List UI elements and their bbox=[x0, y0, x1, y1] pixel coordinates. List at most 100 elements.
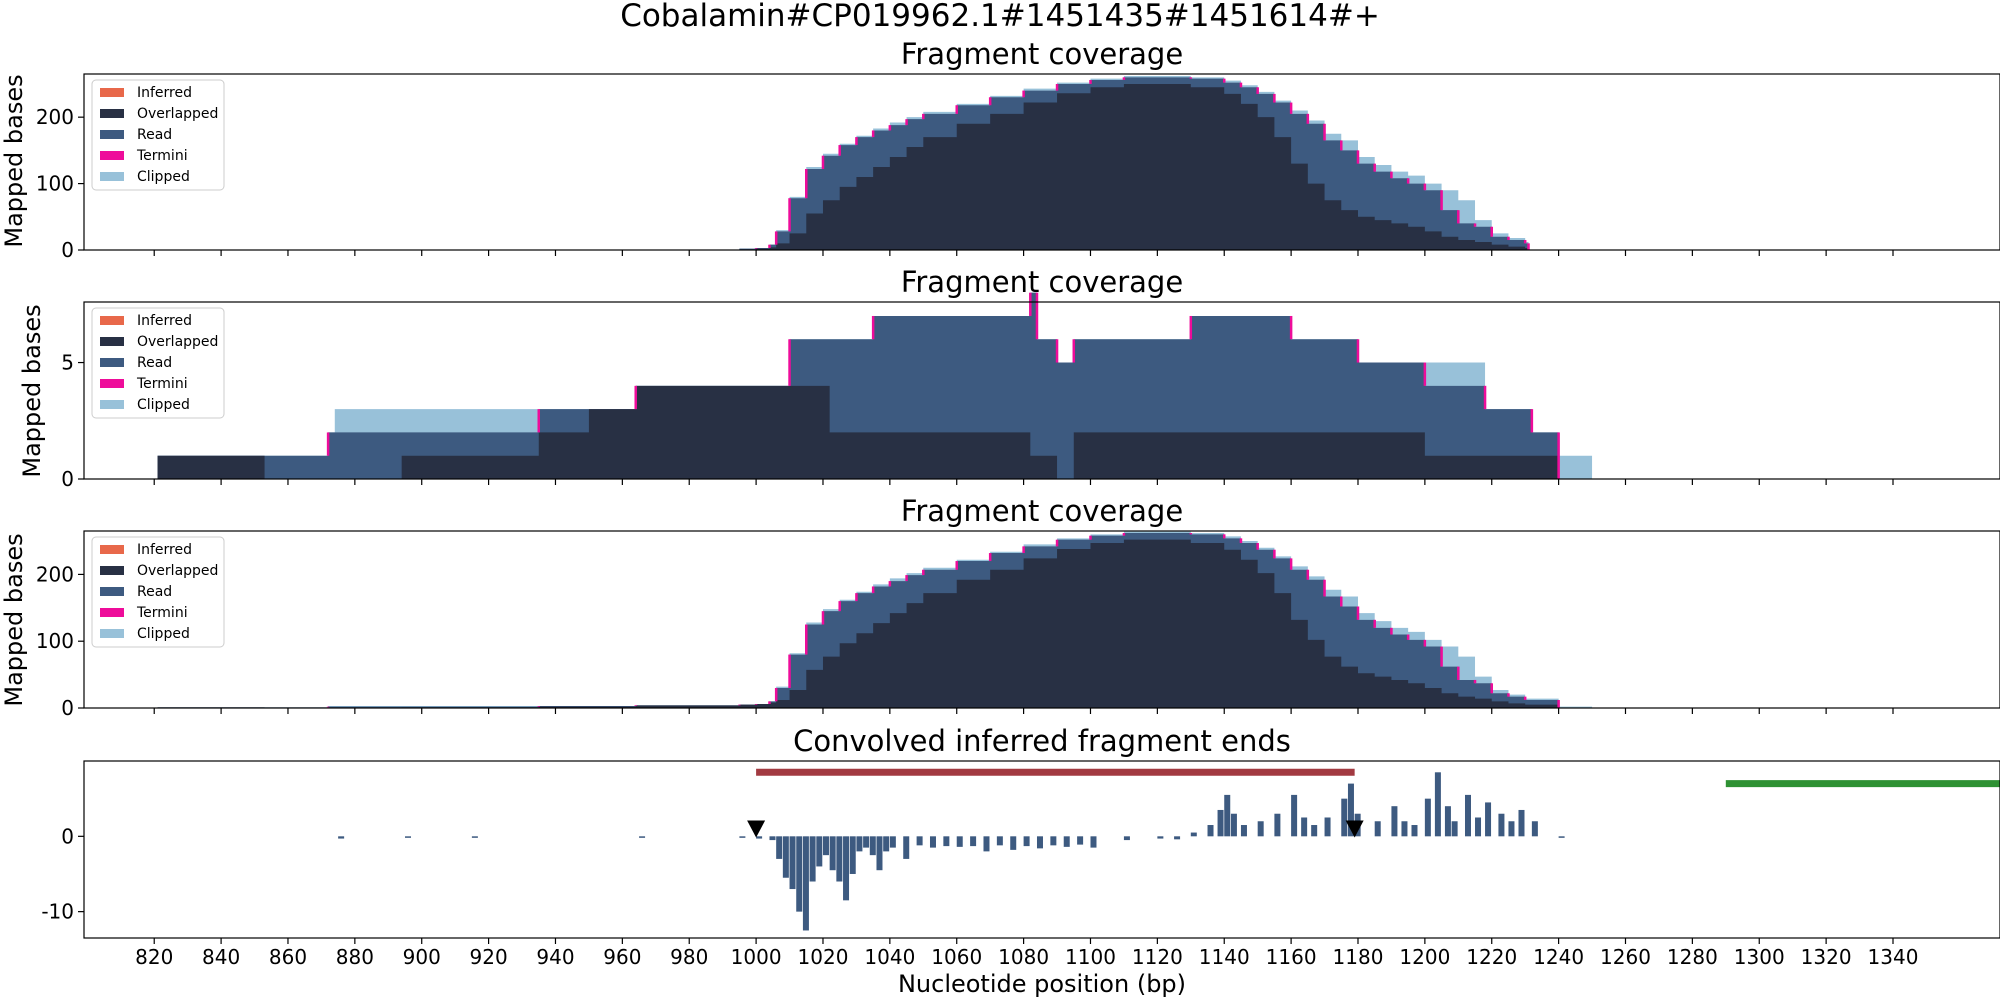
convolved-ends-panel: Convolved inferred fragment ends -10 0 bbox=[41, 724, 2000, 939]
ends-bar-0 bbox=[338, 836, 345, 839]
panel-4-frame bbox=[83, 760, 2000, 939]
xtick-label-1340: 1340 bbox=[1868, 945, 1919, 969]
panel-2-legend-label-clipped: Clipped bbox=[137, 397, 190, 413]
panel-3-ylabel: Mapped bases bbox=[0, 533, 28, 706]
xtick-label-820: 820 bbox=[135, 945, 173, 969]
panel-1-ytick-label-0: 0 bbox=[61, 238, 74, 262]
panel-3-legend-label-inferred: Inferred bbox=[137, 542, 192, 558]
panel-1-ylabel: Mapped bases bbox=[0, 74, 28, 247]
x-axis-label: Nucleotide position (bp) bbox=[898, 970, 1186, 998]
panel-1-ytick-label-1: 100 bbox=[36, 172, 74, 196]
panel-4-title: Convolved inferred fragment ends bbox=[793, 724, 1291, 758]
xtick-label-960: 960 bbox=[603, 945, 641, 969]
ends-bar-39 bbox=[1090, 836, 1097, 848]
ends-bar-31 bbox=[983, 836, 990, 852]
ends-bar-58 bbox=[1374, 821, 1381, 837]
panel-1-legend-label-clipped: Clipped bbox=[137, 169, 190, 185]
coverage-panel-1: Fragment coverage Mapped bases 0 100 200 In… bbox=[0, 37, 2000, 262]
panel-3-ytick-label-2: 200 bbox=[36, 562, 74, 586]
ends-bar-14 bbox=[822, 836, 829, 856]
xtick-label-1100: 1100 bbox=[1065, 945, 1116, 969]
ends-bar-19 bbox=[856, 836, 863, 852]
ends-bar-5 bbox=[756, 836, 763, 839]
ends-bar-41 bbox=[1157, 836, 1164, 839]
ends-bar-71 bbox=[1518, 809, 1525, 837]
panel-2-ylabel: Mapped bases bbox=[18, 304, 46, 477]
panel-3-series-overlapped bbox=[157, 539, 1593, 708]
xtick-label-1300: 1300 bbox=[1734, 945, 1785, 969]
ends-bar-45 bbox=[1217, 809, 1224, 837]
xtick-label-840: 840 bbox=[202, 945, 240, 969]
ends-bar-66 bbox=[1464, 794, 1471, 837]
panel-3-legend: Inferred Overlapped Read Termini Clipped bbox=[91, 536, 225, 648]
ends-bar-18 bbox=[849, 836, 856, 874]
panel-2-frame bbox=[83, 301, 2000, 480]
ends-bar-67 bbox=[1475, 817, 1482, 837]
panel-2-legend-swatch-clipped bbox=[100, 400, 124, 409]
x-axis: 820 840 860 880 900 920 940 960 980 1000 1020 1040 1… bbox=[135, 250, 1918, 969]
xtick-label-920: 920 bbox=[470, 945, 508, 969]
panel-1-title: Fragment coverage bbox=[901, 37, 1183, 71]
panel-1-legend-label-inferred: Inferred bbox=[137, 85, 192, 101]
xtick-label-1280: 1280 bbox=[1667, 945, 1718, 969]
ends-bar-4 bbox=[739, 836, 746, 838]
xtick-label-1080: 1080 bbox=[998, 945, 1049, 969]
figure-title: Cobalamin#CP019962.1#1451435#1451614#+ bbox=[620, 0, 1380, 34]
ends-bar-11 bbox=[802, 836, 809, 931]
panel-2-ytick-label-0: 0 bbox=[61, 467, 74, 491]
ends-bar-49 bbox=[1257, 821, 1264, 837]
ends-bar-42 bbox=[1174, 836, 1181, 840]
panel-2-legend-swatch-overlapped bbox=[100, 337, 124, 346]
coverage-panel-2: Fragment coverage Mapped bases 0 5 Inferre… bbox=[18, 265, 2000, 491]
ends-bar-21 bbox=[869, 836, 876, 856]
ends-bar-25 bbox=[903, 836, 910, 859]
ends-bar-32 bbox=[996, 836, 1003, 846]
ends-bar-40 bbox=[1123, 836, 1130, 841]
ends-bar-34 bbox=[1023, 836, 1030, 847]
ends-bar-70 bbox=[1508, 821, 1515, 837]
xtick-label-1200: 1200 bbox=[1399, 945, 1450, 969]
panel-2-ytick-label-1: 5 bbox=[61, 351, 74, 375]
ends-bar-46 bbox=[1224, 794, 1231, 837]
ends-bar-61 bbox=[1411, 825, 1418, 837]
ends-bar-33 bbox=[1010, 836, 1017, 850]
ends-bar-69 bbox=[1498, 813, 1505, 837]
panel-1-series-overlapped bbox=[739, 83, 1529, 250]
panel-4-plot: -10 0 bbox=[41, 768, 2000, 931]
ends-bar-60 bbox=[1401, 821, 1408, 837]
panel-1-plot: 0 100 200 Inferred Overlapped Read Termini Clip… bbox=[36, 75, 1530, 262]
ends-bar-44 bbox=[1207, 825, 1214, 837]
xtick-label-860: 860 bbox=[269, 945, 307, 969]
xtick-label-1260: 1260 bbox=[1600, 945, 1651, 969]
panel-2-series-overlapped bbox=[157, 385, 1593, 479]
panel-1-frame bbox=[83, 73, 2000, 251]
panel-1-legend-swatch-clipped bbox=[100, 172, 124, 181]
panel-2-legend-label-termini: Termini bbox=[136, 376, 188, 392]
xtick-label-1140: 1140 bbox=[1199, 945, 1250, 969]
panel-4-ytick-label-1: 0 bbox=[61, 824, 74, 848]
ends-bar-12 bbox=[809, 836, 816, 882]
ends-bar-73 bbox=[1558, 836, 1565, 838]
ends-bar-24 bbox=[889, 836, 896, 848]
ends-bar-30 bbox=[970, 836, 977, 847]
panel-1-legend-swatch-overlapped bbox=[100, 109, 124, 118]
panel-3-legend-label-read: Read bbox=[137, 584, 172, 600]
panel-1-legend-swatch-read bbox=[100, 130, 124, 139]
ends-bar-51 bbox=[1291, 794, 1298, 837]
panel-3-ytick-label-1: 100 bbox=[36, 629, 74, 653]
panel-1-legend-label-overlapped: Overlapped bbox=[137, 106, 218, 122]
ends-bar-15 bbox=[829, 836, 836, 871]
panel-3-legend-swatch-read bbox=[100, 587, 124, 596]
coverage-panel-3: Fragment coverage Mapped bases 0 100 200 In… bbox=[0, 494, 2000, 720]
panel-3-legend-label-termini: Termini bbox=[136, 605, 188, 621]
panel-2-title: Fragment coverage bbox=[901, 265, 1183, 299]
panel-2-legend-label-read: Read bbox=[137, 355, 172, 371]
ends-bar-1 bbox=[405, 836, 412, 838]
ends-bar-53 bbox=[1311, 825, 1318, 837]
ends-bar-29 bbox=[956, 836, 963, 847]
ends-bar-20 bbox=[863, 836, 870, 848]
ends-bar-56 bbox=[1347, 783, 1354, 837]
ends-bar-27 bbox=[929, 836, 936, 848]
xtick-label-880: 880 bbox=[336, 945, 374, 969]
panel-3-legend-swatch-overlapped bbox=[100, 566, 124, 575]
